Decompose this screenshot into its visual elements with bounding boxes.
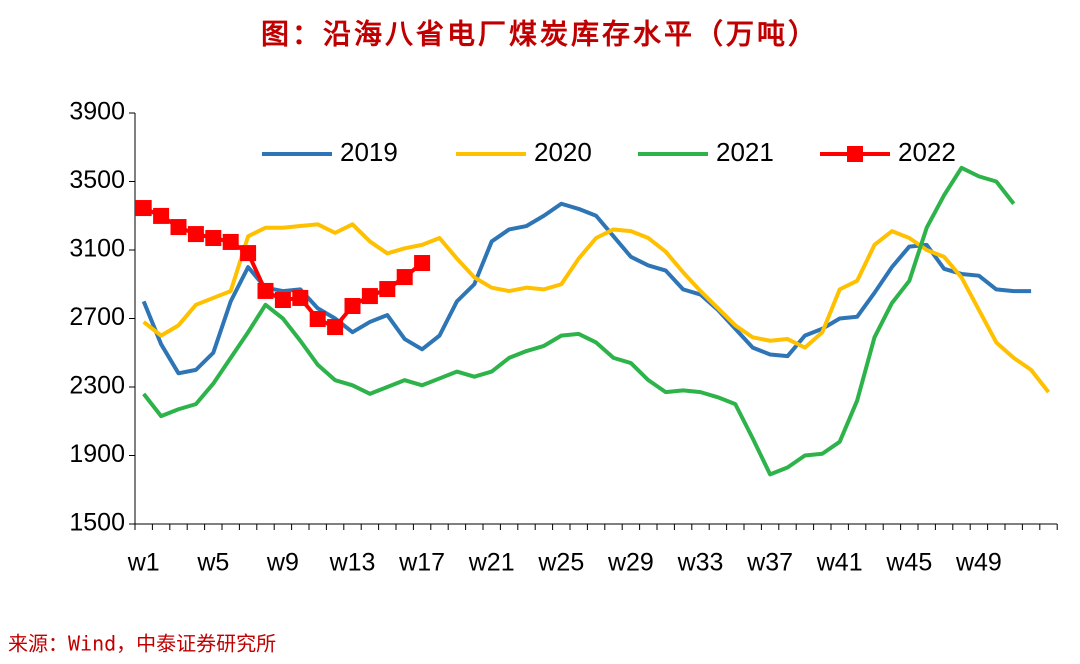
y-tick-label: 2700: [69, 303, 125, 331]
marker: [187, 226, 204, 243]
marker: [361, 288, 378, 305]
legend-label: 2020: [534, 137, 592, 167]
marker: [379, 281, 396, 298]
marker: [327, 319, 344, 336]
x-tick-label: w1: [127, 549, 160, 577]
chart-title: 图：沿海八省电厂煤炭库存水平（万吨）: [261, 18, 819, 51]
marker: [205, 230, 222, 247]
x-tick-label: w45: [885, 549, 932, 577]
y-tick-label: 3100: [69, 235, 125, 263]
x-tick-label: w13: [329, 549, 376, 577]
legend-marker: [847, 146, 863, 162]
marker: [135, 200, 152, 217]
x-tick-label: w25: [537, 549, 584, 577]
marker: [344, 297, 361, 314]
y-tick-label: 1500: [69, 509, 125, 537]
x-tick-label: w5: [196, 549, 229, 577]
legend-label: 2019: [340, 137, 398, 167]
marker: [257, 282, 274, 299]
series-line: [141, 201, 1032, 376]
x-tick-label: w37: [746, 549, 793, 577]
legend-label: 2022: [898, 137, 956, 167]
marker: [396, 269, 413, 286]
marker: [309, 311, 326, 328]
marker: [292, 289, 309, 306]
y-tick-label: 2300: [69, 372, 125, 400]
series-line: [142, 165, 1016, 477]
x-tick-label: w9: [266, 549, 299, 577]
y-tick-label: 3500: [69, 166, 125, 194]
marker: [170, 219, 187, 236]
series-line: [142, 222, 1051, 394]
x-tick-label: w49: [955, 549, 1002, 577]
x-tick-label: w41: [816, 549, 863, 577]
legend-label: 2021: [716, 137, 774, 167]
x-tick-label: w33: [677, 549, 724, 577]
marker: [414, 255, 431, 272]
x-tick-label: w29: [607, 549, 654, 577]
marker: [222, 233, 239, 250]
marker: [153, 207, 170, 224]
x-tick-label: w21: [468, 549, 515, 577]
y-tick-label: 1900: [69, 440, 125, 468]
marker: [240, 245, 257, 262]
marker: [274, 292, 291, 309]
x-tick-label: w17: [398, 549, 445, 577]
y-tick-label: 3900: [69, 98, 125, 126]
source: 来源：Wind，中泰证券研究所: [8, 632, 276, 656]
